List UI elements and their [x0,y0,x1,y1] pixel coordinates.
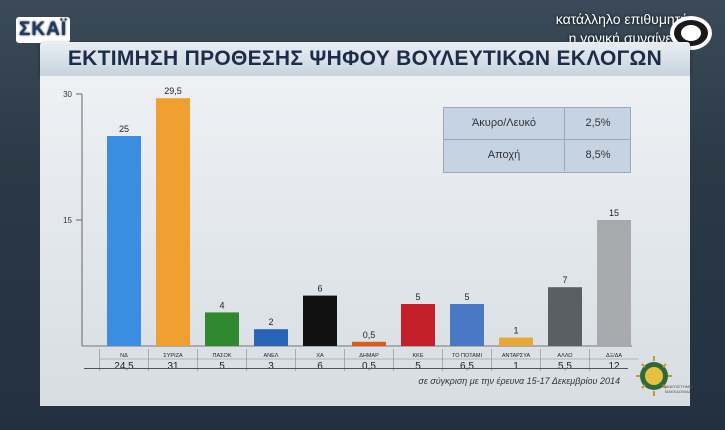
bar-value-label: 4 [219,300,224,310]
category-label: ΠΑΣΟΚ [213,353,232,359]
bar-5 [352,341,386,346]
channel-logo-text: ΣΚΑΪ [16,17,71,43]
university-logo-icon [636,356,672,396]
legend-divider [564,108,565,139]
bar-10 [597,220,631,346]
chart-category-table: ΝΔ 24,5 ΣΥΡΙΖΑ 31 ΠΑΣΟΚ 5 ΑΝΕΛ 3 ΧΑ 6 ΔΗΜΑΡ 0,5 ΚΚΕ 5… [99,349,639,372]
category-label: ΔΞ/ΔΑ [606,353,622,359]
previous-value-label: 3 [268,361,274,372]
chart-title: ΕΚΤΙΜΗΣΗ ΠΡΟΘΕΣΗΣ ΨΗΦΟΥ ΒΟΥΛΕΥΤΙΚΩΝ ΕΚΛΟ… [67,47,663,70]
bar-value-label: 29,5 [164,86,182,96]
bar-value-label: 25 [119,124,129,134]
bar-8 [499,337,533,346]
bar-6 [401,304,435,346]
bar-value-label: 7 [562,275,567,285]
university-name: ΠΑΝΕΠΙΣΤΗΜΙΟ ΜΑΚΕΔΟΝΙΑΣ [662,384,694,394]
channel-logo: ΣΚΑΪ [14,16,96,43]
bar-4 [303,295,337,346]
category-label: ΑΝΤΑΡΣΥΑ [502,353,531,359]
previous-value-label: 5 [415,361,421,372]
legend-row-blank: Άκυρο/Λευκό 2,5% [444,108,630,140]
bar-value-label: 5 [464,292,469,302]
previous-value-label: 5,5 [558,361,572,372]
category-label: ΤΟ ΠΟΤΑΜΙ [452,353,483,359]
legend-value-abstention: 8,5% [585,149,611,161]
bar-value-label: 5 [415,292,420,302]
bar-value-label: 2 [268,317,273,327]
comparison-footnote: σε σύγκριση με την έρευνα 15-17 Δεκεμβρί… [418,376,620,386]
bar-9 [548,287,582,346]
previous-value-label: 5 [219,361,225,372]
bar-1 [156,98,190,346]
bar-value-label: 1 [513,326,518,336]
chart-bars: 25 29,5 4 2 6 0,5 5 5 1 7 15 [107,86,631,346]
previous-value-label: 6 [317,361,323,372]
legend-label-blank: Άκυρο/Λευκό [471,117,537,129]
legend-table: Άκυρο/Λευκό 2,5% Αποχή 8,5% [443,107,631,173]
footnote-divider [84,368,628,369]
parental-notice-line-1: κατάλληλο επιθυμητή [555,11,688,27]
bar-2 [205,312,239,346]
y-tick-label: 30 [63,90,72,99]
category-label: ΑΝΕΛ [264,353,279,359]
bar-7 [450,304,484,346]
category-label: ΝΔ [120,353,128,359]
previous-value-label: 0,5 [362,361,376,372]
previous-value-label: 12 [608,361,620,372]
previous-value-label: 24,5 [114,361,134,372]
category-label: ΚΚΕ [412,353,423,359]
title-bar: ΕΚΤΙΜΗΣΗ ΠΡΟΘΕΣΗΣ ΨΗΦΟΥ ΒΟΥΛΕΥΤΙΚΩΝ ΕΚΛΟ… [40,42,690,76]
legend-divider [564,140,565,171]
previous-value-label: 31 [167,361,179,372]
legend-value-blank: 2,5% [585,117,611,129]
previous-value-label: 1 [513,361,519,372]
category-label: ΑΛΛΟ [557,353,573,359]
bar-value-label: 15 [609,208,619,218]
legend-label-abstention: Αποχή [487,149,521,161]
category-label: ΧΑ [316,353,324,359]
category-label: ΣΥΡΙΖΑ [163,353,183,359]
bar-3 [254,329,288,346]
category-label: ΔΗΜΑΡ [359,353,379,359]
bar-value-label: 6 [317,284,322,294]
y-tick-label: 15 [63,216,72,225]
bar-0 [107,136,141,346]
legend-row-abstention: Αποχή 8,5% [444,140,630,171]
bar-value-label: 0,5 [363,330,376,340]
previous-value-label: 6,5 [460,361,474,372]
